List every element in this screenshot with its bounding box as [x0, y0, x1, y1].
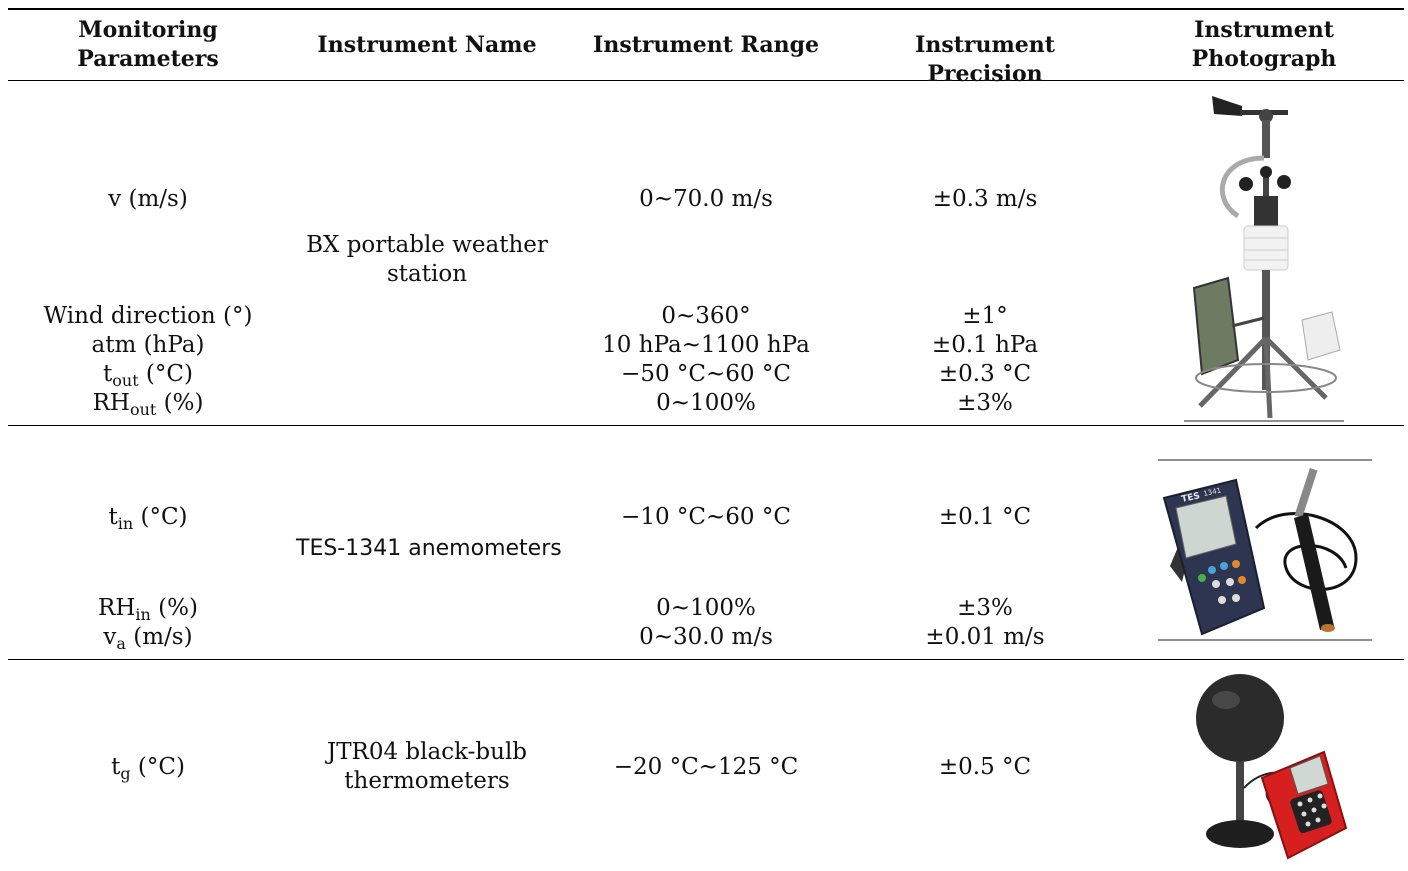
instrument-name-line: thermometers: [344, 768, 510, 794]
range-cell: 0~100%: [656, 595, 756, 621]
param-cell: tout (°C): [20, 360, 276, 389]
header-line: Parameters: [77, 46, 219, 72]
header-instrument-precision: Instrument Precision: [915, 32, 1055, 87]
range-cell: 0~70.0 m/s: [639, 186, 773, 212]
header-instrument-name: Instrument Name: [317, 32, 537, 58]
param-subscript: out: [112, 371, 139, 390]
weather-station-icon: [1180, 88, 1348, 424]
group2-bottom-rule: [8, 659, 1404, 660]
param-subscript: a: [116, 634, 126, 653]
precision-cell: ±0.3 m/s: [932, 186, 1038, 212]
param-symbol: RH: [98, 595, 136, 621]
param-unit: (%): [156, 390, 204, 416]
precision-cell: ±0.01 m/s: [925, 624, 1045, 650]
param-symbol: t: [103, 361, 113, 387]
param-symbol: v: [103, 624, 117, 650]
instrument-name-cell: TES-1341 anemometers: [296, 536, 562, 561]
param-subscript: in: [135, 605, 151, 624]
precision-cell: ±3%: [957, 390, 1013, 416]
range-cell: −10 °C~60 °C: [621, 504, 791, 530]
param-cell: atm (hPa): [91, 332, 205, 358]
precision-cell: ±0.5 °C: [938, 754, 1032, 780]
param-symbol: t: [108, 504, 118, 530]
instrument-name-cell: BX portable weather station: [296, 231, 558, 289]
precision-cell: ±0.1 hPa: [931, 332, 1039, 358]
param-cell: va (m/s): [20, 623, 276, 652]
precision-cell: ±1°: [962, 303, 1008, 329]
table-top-rule: [8, 8, 1404, 10]
param-cell: tg (°C): [20, 753, 276, 782]
param-unit: (°C): [130, 754, 185, 780]
param-unit: (°C): [133, 504, 188, 530]
param-unit: (m/s): [125, 624, 193, 650]
param-unit: (%): [150, 595, 198, 621]
precision-cell: ±0.3 °C: [938, 361, 1032, 387]
instrument-name-cell: JTR04 black-bulb thermometers: [296, 738, 558, 796]
header-line: Instrument: [1194, 17, 1334, 43]
range-cell: 0~100%: [656, 390, 756, 416]
header-instrument-range: Instrument Range: [593, 32, 819, 58]
param-subscript: in: [117, 514, 134, 533]
range-cell: −20 °C~125 °C: [613, 754, 799, 780]
range-cell: 0~30.0 m/s: [639, 624, 773, 650]
header-line: Monitoring: [78, 17, 218, 43]
param-subscript: g: [120, 764, 131, 783]
param-subscript: out: [129, 400, 157, 419]
range-cell: 10 hPa~1100 hPa: [602, 332, 810, 358]
param-cell: RHin (%): [20, 594, 276, 623]
param-cell: v (m/s): [108, 186, 188, 212]
precision-cell: ±0.1 °C: [938, 504, 1032, 530]
param-symbol: RH: [92, 390, 130, 416]
range-cell: −50 °C~60 °C: [621, 361, 791, 387]
header-monitoring-parameters: Monitoring Parameters: [20, 16, 276, 74]
range-cell: 0~360°: [661, 303, 751, 329]
param-cell: Wind direction (°): [43, 303, 253, 329]
param-unit: (°C): [138, 361, 193, 387]
param-cell: tin (°C): [20, 503, 276, 532]
param-symbol: t: [111, 754, 121, 780]
group1-bottom-rule: [8, 425, 1404, 426]
param-cell: RHout (%): [20, 389, 276, 418]
header-bottom-rule: [8, 80, 1404, 81]
black-bulb-thermometer-icon: [1192, 668, 1348, 864]
device-model: 1341: [1203, 486, 1222, 498]
instrument-name-line: station: [386, 261, 468, 287]
header-line: Photograph: [1191, 46, 1337, 72]
header-instrument-photograph: Instrument Photograph: [1130, 16, 1398, 74]
anemometer-icon: TES 1341: [1156, 458, 1374, 644]
precision-cell: ±3%: [957, 595, 1013, 621]
instrument-name-line: JTR04 black-bulb: [326, 739, 528, 765]
instrument-name-line: BX portable weather: [306, 232, 548, 258]
device-brand: TES: [1181, 491, 1201, 505]
